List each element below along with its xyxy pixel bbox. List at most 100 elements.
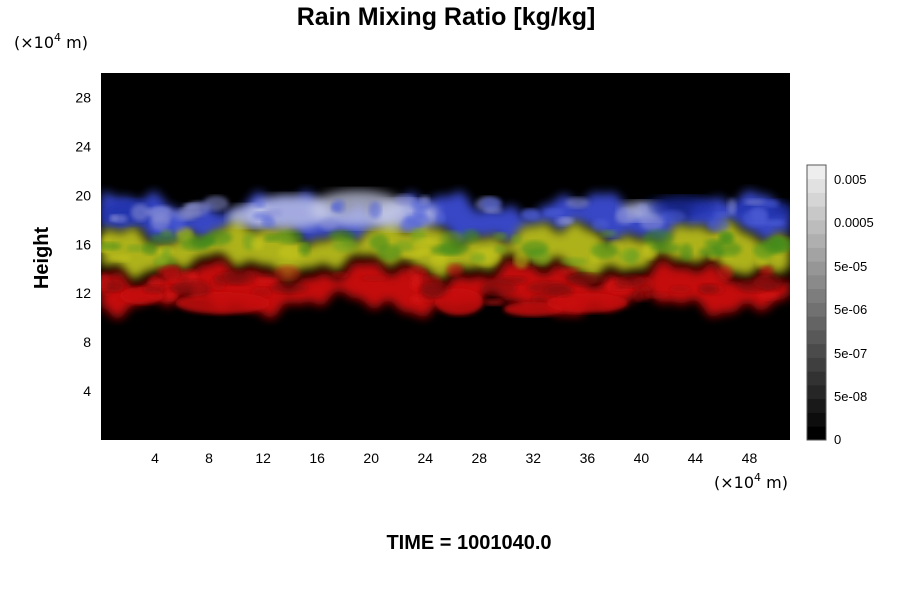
colorbar-swatch xyxy=(807,412,826,427)
rain-texture xyxy=(727,198,737,216)
rain-texture xyxy=(483,298,504,306)
x-tick-label: 8 xyxy=(205,450,213,466)
rain-texture-darkred xyxy=(420,281,450,298)
rain-texture-green xyxy=(150,233,178,244)
rain-texture xyxy=(109,254,132,263)
y-tick-label: 16 xyxy=(75,236,91,252)
rain-texture xyxy=(759,265,774,277)
colorbar xyxy=(806,164,827,441)
rain-texture xyxy=(446,263,463,277)
colorbar-swatch xyxy=(807,343,826,358)
chart-title: Rain Mixing Ratio [kg/kg] xyxy=(297,3,596,31)
rain-texture-darkred xyxy=(142,284,165,294)
colorbar-swatch xyxy=(807,247,826,262)
rain-texture-green xyxy=(680,243,693,261)
rain-texture xyxy=(263,208,283,218)
colorbar-swatch xyxy=(807,192,826,207)
rain-texture xyxy=(543,208,565,217)
y-tick-label: 28 xyxy=(75,89,91,105)
rain-texture-green xyxy=(430,245,461,256)
rain-texture xyxy=(642,291,671,299)
rain-texture xyxy=(707,218,730,233)
colorbar-tick-label: 0.0005 xyxy=(834,215,874,230)
rain-texture xyxy=(163,265,180,281)
rain-texture-green xyxy=(101,242,122,251)
rain-texture xyxy=(660,210,686,224)
rain-texture xyxy=(130,203,150,222)
rain-texture xyxy=(520,208,539,220)
rain-texture xyxy=(625,248,638,266)
x-tick-label: 28 xyxy=(471,450,487,466)
rain-texture xyxy=(493,232,508,241)
rain-texture xyxy=(760,219,785,226)
y-tick-label: 12 xyxy=(75,285,91,301)
rain-texture xyxy=(153,254,176,269)
rain-texture-green xyxy=(462,229,480,244)
rain-texture xyxy=(330,203,340,212)
rain-texture xyxy=(161,245,172,260)
x-tick-label: 20 xyxy=(363,450,379,466)
rain-texture xyxy=(274,265,301,282)
rain-texture xyxy=(185,201,210,217)
rain-texture xyxy=(560,257,589,265)
x-tick-label: 24 xyxy=(417,450,433,466)
rain-field xyxy=(101,189,790,320)
colorbar-swatch xyxy=(807,302,826,317)
rain-texture xyxy=(148,206,176,223)
rain-texture xyxy=(368,201,382,219)
rain-texture-darkred xyxy=(753,274,783,290)
rain-texture xyxy=(203,195,229,211)
rain-texture-darkred xyxy=(480,279,517,297)
colorbar-swatch xyxy=(807,233,826,248)
colorbar-swatch xyxy=(807,261,826,276)
colorbar-swatch xyxy=(807,288,826,303)
colorbar-swatch xyxy=(807,398,826,413)
rain-texture-green xyxy=(590,242,619,259)
rain-texture-green xyxy=(770,235,784,253)
colorbar-swatch xyxy=(807,178,826,193)
rain-texture xyxy=(251,287,272,298)
rain-texture-darkred xyxy=(568,272,598,287)
x-tick-label: 48 xyxy=(742,450,758,466)
rain-texture xyxy=(320,217,338,231)
x-tick-label: 16 xyxy=(309,450,325,466)
rain-texture xyxy=(633,290,644,302)
rain-texture xyxy=(419,195,430,206)
rain-highlight xyxy=(227,205,272,228)
y-tick-label: 20 xyxy=(75,187,91,203)
rain-texture xyxy=(250,238,264,250)
rain-texture xyxy=(413,273,422,287)
rain-texture xyxy=(414,237,438,246)
rain-texture xyxy=(560,217,575,224)
rain-texture-green xyxy=(720,232,735,244)
rain-texture xyxy=(126,244,148,253)
rain-texture-green xyxy=(753,242,775,260)
rain-texture xyxy=(717,265,734,282)
colorbar-tick-label: 5e-08 xyxy=(834,389,867,404)
colorbar-swatch xyxy=(807,426,826,441)
colorbar-tick-label: 0.005 xyxy=(834,172,867,187)
y-axis-ticks: 4 8 12 16 20 24 28 xyxy=(75,89,91,399)
rain-texture xyxy=(494,245,506,254)
rain-texture xyxy=(669,285,691,294)
colorbar-swatch xyxy=(807,220,826,235)
rain-texture xyxy=(637,203,648,213)
rain-texture-darkred xyxy=(698,283,718,294)
rain-texture xyxy=(713,211,730,219)
rain-patch-red xyxy=(434,288,484,316)
rain-texture xyxy=(393,194,415,206)
time-label: TIME = 1001040.0 xyxy=(386,532,551,554)
colorbar-tick-label: 5e-06 xyxy=(834,302,867,317)
colorbar-swatch xyxy=(807,206,826,221)
x-tick-label: 36 xyxy=(580,450,596,466)
rain-patch-red xyxy=(546,293,628,313)
x-tick-label: 40 xyxy=(634,450,650,466)
colorbar-ticks: 0.005 0.0005 5e-05 5e-06 5e-07 5e-08 0 xyxy=(834,172,874,447)
y-tick-label: 4 xyxy=(83,383,91,399)
rain-texture xyxy=(436,213,447,224)
rain-texture-green xyxy=(643,229,674,248)
x-unit-label: (×104 m) xyxy=(714,471,788,492)
rain-texture xyxy=(360,275,389,282)
y-unit-label: (×104 m) xyxy=(14,31,88,52)
